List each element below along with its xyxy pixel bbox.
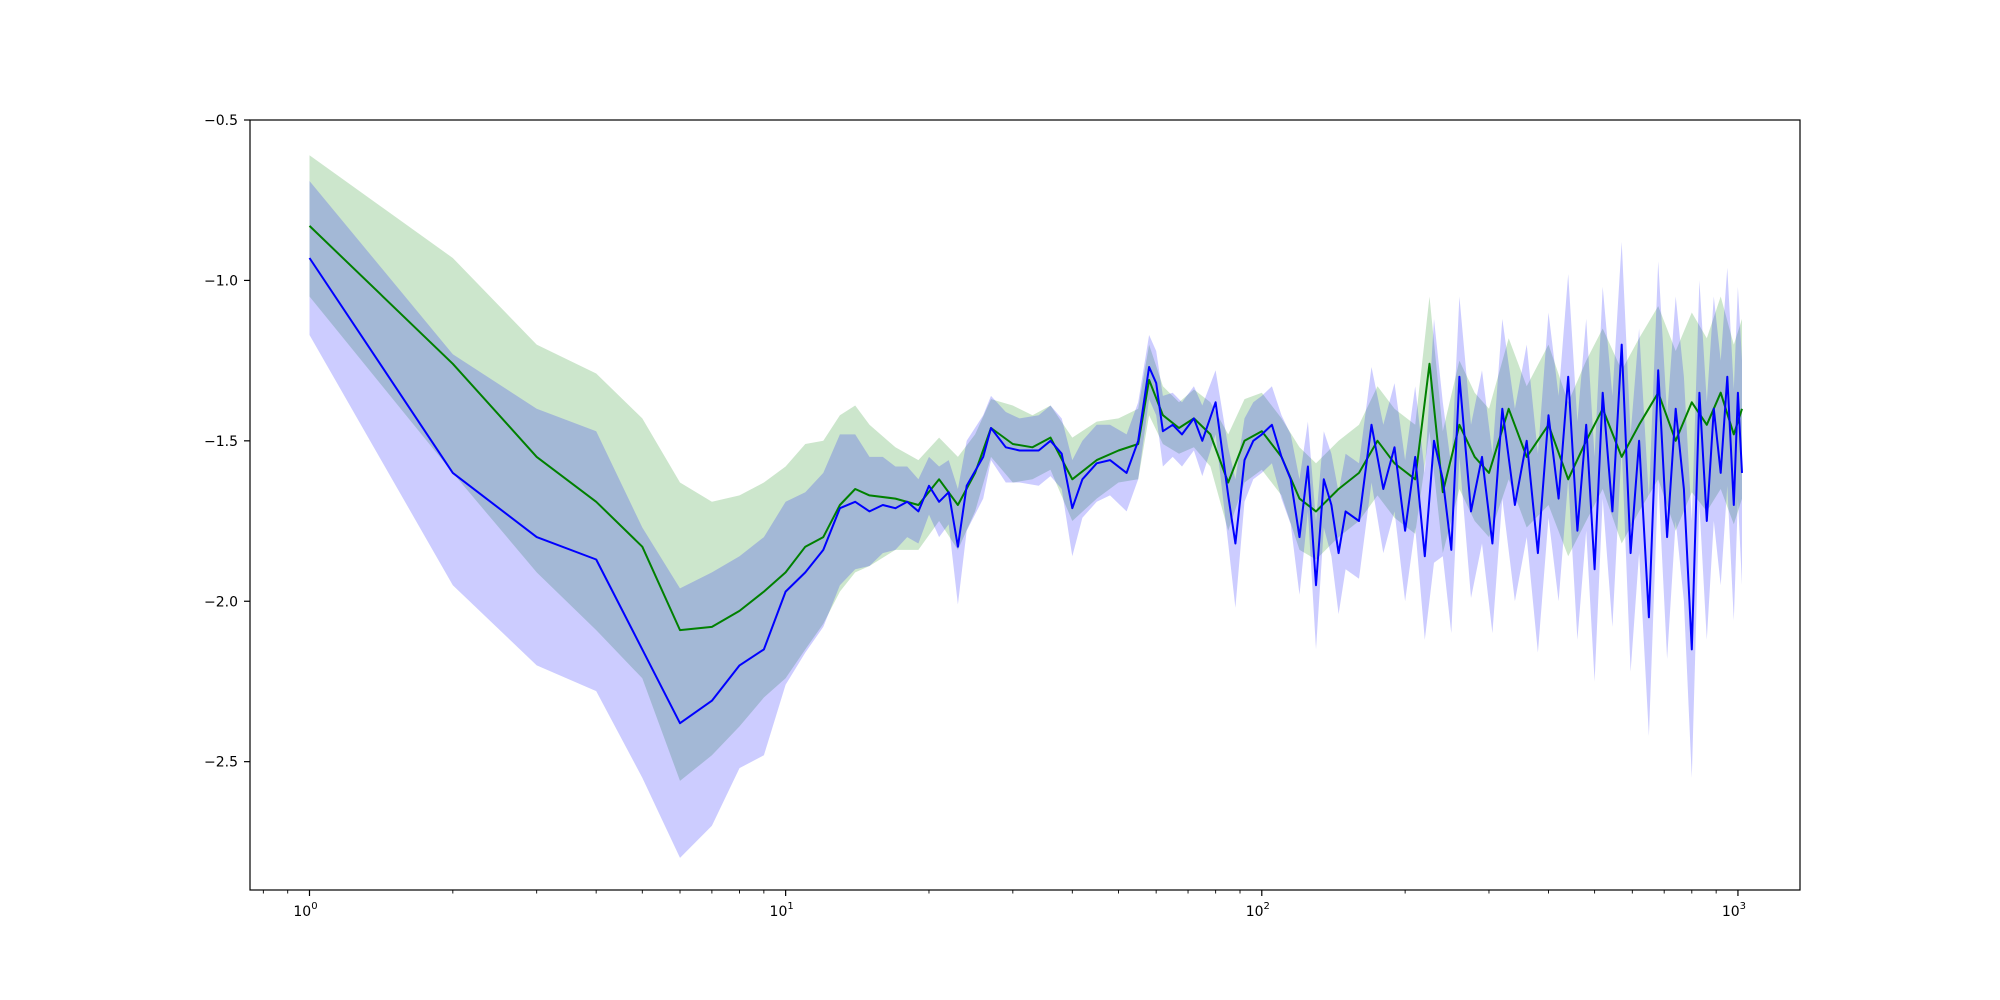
y-axis: −0.5 −1.0 −1.5 −2.0 −2.5: [204, 113, 250, 771]
series-1-band: [309, 155, 1742, 781]
y-tick-label: −2.5: [204, 755, 238, 771]
axes-frame: [249, 119, 1801, 891]
x-axis: 100 101 102 103: [262, 890, 1746, 920]
y-tick-label: −1.5: [204, 434, 238, 450]
series-lines: [308, 225, 1743, 725]
y-tick-label: −2.0: [204, 594, 238, 610]
series-1-line: [308, 225, 1743, 632]
confidence-bands: [309, 155, 1742, 858]
x-tick-label: 103: [1722, 901, 1746, 920]
series-2-line: [308, 257, 1743, 725]
y-tick-label: −0.5: [204, 113, 238, 129]
series-2-band: [309, 181, 1742, 858]
x-tick-label: 101: [770, 901, 794, 920]
x-tick-label: 102: [1246, 901, 1270, 920]
y-tick-label: −1.0: [204, 273, 238, 289]
x-tick-label: 100: [293, 901, 317, 920]
plot-area: [249, 119, 1801, 891]
